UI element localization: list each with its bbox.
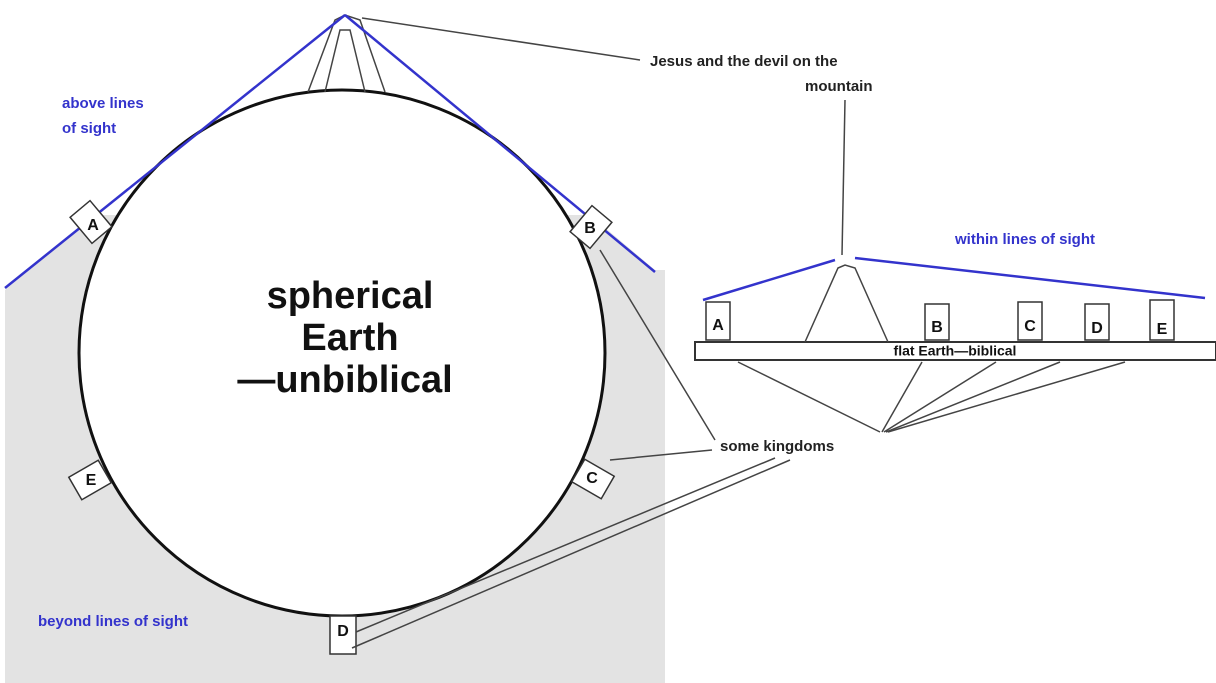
mountain	[805, 265, 888, 342]
kingdom-label: D	[337, 623, 349, 640]
kingdom-label: C	[586, 470, 598, 487]
mountain-detail	[325, 30, 365, 92]
sight-line	[855, 258, 1205, 298]
mountain-note: Jesus and the devil on the	[650, 53, 838, 70]
sphere-label-line: —unbiblical	[237, 359, 452, 401]
kingdom-label: A	[712, 317, 724, 334]
diagram: A B C D E spherical Earth —unbiblical ab…	[0, 0, 1216, 683]
pointer	[884, 362, 996, 432]
sight-line	[703, 260, 835, 300]
kingdom-label: E	[1157, 321, 1168, 338]
kingdom-label: D	[1091, 320, 1103, 337]
flat-label: flat Earth—biblical	[894, 343, 1017, 359]
pointer	[886, 362, 1060, 432]
flat-kingdoms: A B C D E	[706, 300, 1174, 340]
sphere-label-line: Earth	[301, 317, 398, 359]
pointer	[362, 18, 640, 60]
kingdom-label: E	[86, 472, 97, 489]
kingdom-label: A	[87, 217, 99, 234]
sphere-label-line: spherical	[267, 275, 434, 317]
within-label: within lines of sight	[954, 231, 1095, 248]
pointer	[842, 100, 845, 255]
flat-pointers	[738, 362, 1125, 432]
kingdom-label: C	[1024, 318, 1036, 335]
pointer	[738, 362, 880, 432]
above-label: above lines	[62, 95, 144, 112]
mountain	[308, 15, 385, 92]
kingdom-label: B	[584, 220, 596, 237]
mountain-note: mountain	[805, 78, 873, 95]
beyond-label: beyond lines of sight	[38, 613, 188, 630]
pointer	[888, 362, 1125, 432]
kingdom-label: B	[931, 319, 943, 336]
kingdoms-note: some kingdoms	[720, 438, 834, 455]
above-label: of sight	[62, 120, 116, 137]
